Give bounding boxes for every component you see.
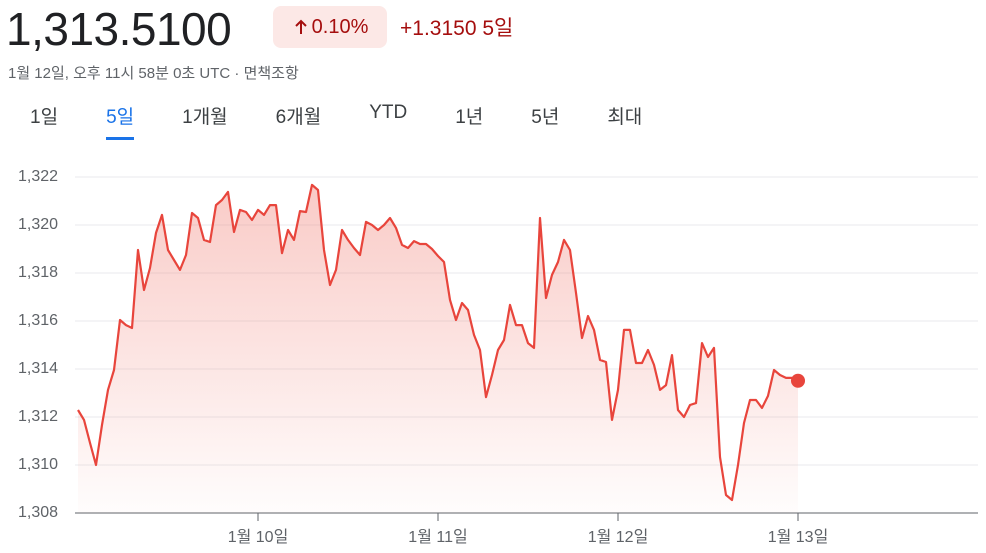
range-tab[interactable]: 1일 <box>30 107 59 128</box>
x-tick-label: 1월 13일 <box>768 528 829 546</box>
range-tab[interactable]: 1년 <box>455 107 484 128</box>
y-tick-label: 1,310 <box>18 456 58 473</box>
up-arrow <box>294 19 307 34</box>
header: 1,313.5100 0.10% +1.3150 5일 1월 12일, 오후 1… <box>0 0 986 140</box>
range-tab[interactable]: 6개월 <box>275 107 322 128</box>
range-tab[interactable]: 1개월 <box>182 107 228 128</box>
x-tick-label: 1월 10일 <box>228 528 289 546</box>
y-tick-label: 1,308 <box>18 504 58 521</box>
range-tab[interactable]: 5일 <box>106 102 135 140</box>
disclaimer[interactable]: 면책조항 <box>243 65 299 82</box>
range-tab[interactable]: YTD <box>369 102 408 123</box>
x-tick-label: 1월 11일 <box>408 528 467 546</box>
y-tick-label: 1,316 <box>18 312 58 329</box>
timestamp-text: 1월 12일, 오후 11시 58분 0초 UTC · <box>8 65 244 82</box>
price-line <box>77 183 799 502</box>
range-tab[interactable]: 최대 <box>607 107 643 128</box>
change-badge: 0.10% <box>273 6 387 48</box>
y-tick-label: 1,322 <box>18 168 58 185</box>
price: 1,313.5100 <box>6 3 232 55</box>
change: +1.3150 5일 <box>400 17 514 40</box>
timestamp: 1월 12일, 오후 11시 58분 0초 UTC · 면책조항 <box>8 62 299 83</box>
change-percent: 0.10% <box>311 15 369 38</box>
area <box>78 184 798 513</box>
last-point <box>791 373 805 388</box>
range-tab[interactable]: 5년 <box>531 107 560 128</box>
y-tick-label: 1,312 <box>18 408 58 425</box>
y-tick-label: 1,314 <box>18 360 58 377</box>
y-tick-label: 1,320 <box>18 216 58 233</box>
y-tick-label: 1,318 <box>18 264 58 281</box>
x-tick-label: 1월 12일 <box>588 528 649 546</box>
range-tabs: 1일 5일 1개월 6개월 YTD 1년 5년 최대 <box>30 102 690 140</box>
